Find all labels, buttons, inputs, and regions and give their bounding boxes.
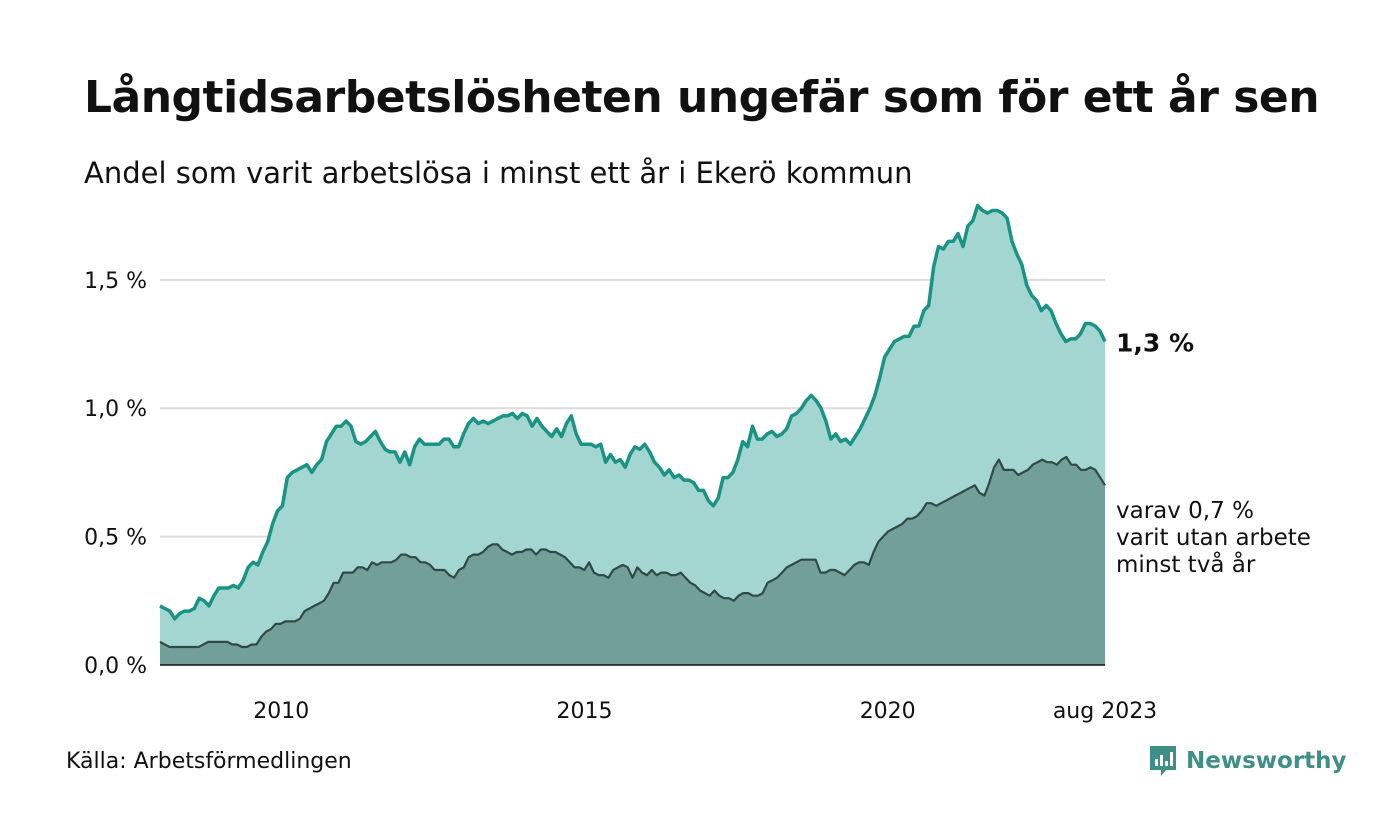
y-tick-label: 1,5 %	[84, 269, 147, 294]
x-tick-label: 2010	[253, 699, 309, 724]
newsworthy-logo-icon	[1150, 746, 1176, 776]
end-label-long: varit utan arbete	[1116, 525, 1311, 551]
x-axis: 2010 2015 2020 aug 2023	[253, 699, 1157, 724]
area-long	[160, 457, 1105, 665]
area-total	[160, 205, 1105, 665]
series-lines	[159, 203, 1107, 666]
x-tick-label: aug 2023	[1053, 699, 1157, 724]
series-areas	[160, 205, 1105, 665]
y-tick-label: 0,0 %	[84, 654, 147, 679]
line-long	[159, 455, 1106, 649]
brand-name: Newsworthy	[1186, 748, 1347, 774]
end-label-total: 1,3 %	[1116, 328, 1194, 357]
x-tick-label: 2015	[556, 699, 612, 724]
end-label-long: varav 0,7 %	[1116, 498, 1254, 524]
y-axis: 0,0 % 0,5 % 1,0 % 1,5 %	[84, 269, 147, 679]
y-tick-label: 0,5 %	[84, 526, 147, 551]
y-tick-label: 1,0 %	[84, 397, 147, 422]
brand-logo: Newsworthy	[1148, 744, 1347, 778]
line-total	[159, 203, 1107, 621]
end-label-long: minst två år	[1116, 550, 1256, 578]
chart-title: Långtidsarbetslösheten ungefär som för e…	[84, 72, 1320, 123]
source-note: Källa: Arbetsförmedlingen	[66, 749, 352, 774]
x-tick-label: 2020	[860, 699, 916, 724]
chart-subtitle: Andel som varit arbetslösa i minst ett å…	[84, 156, 913, 190]
